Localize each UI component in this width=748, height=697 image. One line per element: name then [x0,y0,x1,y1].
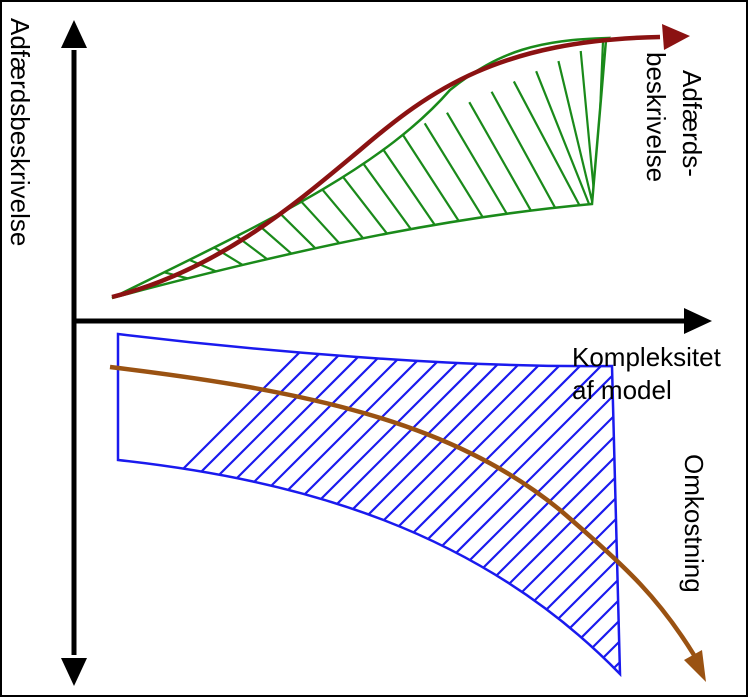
hatch-line [118,334,479,674]
lower-region-outline [116,332,622,678]
x-axis-label-line1: Kompleksitet [572,342,721,372]
lower-curve-label: Omkostning [679,454,709,593]
hatch-line [119,334,521,674]
hatch-line [490,91,568,230]
hatch-line [518,334,620,674]
vertical-axis-arrow-down [61,658,87,686]
horizontal-axis-arrow [684,308,712,334]
hatch-line [118,334,500,674]
hatch-line [423,122,499,242]
hatch-line [535,70,598,222]
y-axis-label: Adfærdsbeskrivelse [5,18,35,247]
hatch-line [118,334,395,674]
hatch-line [118,334,437,674]
hatch-line [557,60,598,218]
vertical-axis-arrow-up [61,20,87,48]
hatch-line [161,334,563,674]
hatch-line [539,334,620,674]
upper-curve-label-line1: Adfærds- [677,70,707,177]
hatch-line [579,50,598,214]
upper-curve-arrowhead [662,24,690,50]
lower-curve [109,364,696,657]
hatch-line [224,334,620,674]
lower-curve-arrowhead [684,650,706,682]
hatch-line [512,80,592,226]
upper-curve-label-line2: beskrivelse [641,52,671,183]
hatch-line [118,334,353,674]
x-axis-label-line2: af model [572,375,672,405]
hatch-line [140,334,542,674]
upper-curve [111,34,661,300]
upper-hatched-region [111,36,612,300]
